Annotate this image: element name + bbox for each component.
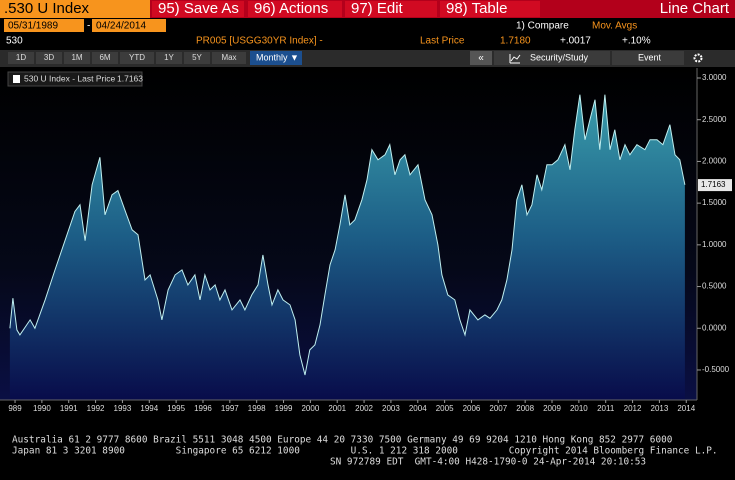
period-button[interactable]	[156, 52, 182, 64]
y-tick-label: 2.5000	[702, 115, 727, 124]
y-tick-label: 1.0000	[702, 240, 727, 249]
x-tick-label: 2001	[328, 404, 346, 413]
study-icon	[509, 54, 521, 64]
start-date-box[interactable]	[4, 19, 84, 32]
period-label: Max	[221, 53, 236, 62]
x-tick-label: 2002	[355, 404, 373, 413]
menu-button-label: 95) Save As	[158, 0, 239, 17]
menu-button[interactable]	[152, 1, 244, 17]
x-tick-label: 2004	[409, 404, 427, 413]
x-tick-label: 1992	[87, 404, 105, 413]
mov-avgs[interactable]: Mov. Avgs	[592, 21, 637, 32]
x-tick-label: 1999	[275, 404, 293, 413]
change-pct: +.10%	[622, 36, 651, 47]
price: 1.7180	[500, 36, 531, 47]
change: +.0017	[560, 36, 591, 47]
event-box[interactable]	[612, 51, 684, 65]
x-tick-label: 1993	[114, 404, 132, 413]
x-tick-label: 2006	[463, 404, 481, 413]
legend-swatch	[13, 75, 20, 83]
legend-label: 530 U Index - Last Price	[24, 73, 115, 83]
description: PR005 [USGG30YR Index] -	[196, 36, 323, 47]
period-label: 1M	[71, 53, 82, 62]
line	[9, 94, 686, 376]
x-tick-label: 1990	[33, 404, 51, 413]
period-label: 1D	[16, 53, 26, 62]
x-tick-label: 1995	[167, 404, 185, 413]
x-tick-label: 2007	[489, 404, 507, 413]
compare[interactable]: 1) Compare	[516, 21, 569, 32]
x-tick-label: 1996	[194, 404, 212, 413]
period-button[interactable]	[120, 52, 154, 64]
legend	[7, 71, 143, 87]
menu-button[interactable]	[248, 1, 342, 17]
y-tick-label: 1.5000	[702, 198, 727, 207]
collapse: «	[478, 53, 484, 64]
x-tick-label: 2011	[597, 404, 615, 413]
x-tick-label: 2012	[624, 404, 642, 413]
period-button[interactable]	[184, 52, 210, 64]
y-tick-label: -0.5000	[702, 365, 730, 374]
x-tick-label: 2003	[382, 404, 400, 413]
y-tick-label: 2.0000	[702, 157, 727, 166]
x-tick-label: 1997	[221, 404, 239, 413]
x-tick-label: 1994	[140, 404, 158, 413]
period-label: 5Y	[192, 53, 202, 62]
last-value-box	[698, 179, 732, 192]
menu-button[interactable]	[345, 1, 437, 17]
security-box	[0, 0, 150, 18]
frequency-box[interactable]	[250, 51, 302, 65]
x-tick-label: 989	[8, 404, 22, 413]
period-button[interactable]	[64, 52, 90, 64]
ticker: 530	[6, 36, 23, 47]
footer-line: Japan 81 3 3201 8900 Singapore 65 6212 1…	[12, 446, 718, 457]
last-value-label: 1.7163	[701, 180, 726, 189]
view-name: Line Chart	[660, 0, 730, 17]
collapse-box[interactable]	[470, 51, 492, 65]
x-tick-label: 2010	[570, 404, 588, 413]
price-label: Last Price	[420, 36, 465, 47]
area	[9, 94, 685, 400]
period-label: YTD	[129, 53, 145, 62]
x-tick-label: 1998	[248, 404, 266, 413]
menu-button-label: 98) Table	[446, 0, 507, 17]
y-tick-label: 0.5000	[702, 282, 727, 291]
end-date-box[interactable]	[92, 19, 166, 32]
menu-button[interactable]	[440, 1, 540, 17]
menu-button-label: 97) Edit	[351, 0, 404, 17]
x-tick-label: 2014	[677, 404, 695, 413]
period-label: 6M	[99, 53, 110, 62]
x-tick-label: 2009	[543, 404, 561, 413]
y-tick-label: 0.0000	[702, 323, 727, 332]
footer-line: SN 972789 EDT GMT-4:00 H428-1790-0 24-Ap…	[330, 457, 646, 468]
x-tick-label: 2000	[301, 404, 319, 413]
legend-value: 1.7163	[117, 73, 143, 83]
start-date: 05/31/1989	[8, 21, 58, 32]
x-tick-label: 1991	[60, 404, 78, 413]
frequency: Monthly ▼	[256, 52, 299, 62]
period-button[interactable]	[8, 52, 34, 64]
x-tick-label: 2005	[436, 404, 454, 413]
study: Security/Study	[530, 52, 589, 62]
period-button[interactable]	[92, 52, 118, 64]
security: .530 U Index	[4, 0, 90, 17]
period-button[interactable]	[212, 52, 246, 64]
date-separator: -	[87, 21, 90, 32]
period-label: 1Y	[164, 53, 174, 62]
period-button[interactable]	[36, 52, 62, 64]
end-date: 04/24/2014	[96, 21, 146, 32]
study-box[interactable]	[494, 51, 610, 65]
settings-icon[interactable]	[693, 53, 703, 63]
x-tick-label: 2013	[651, 404, 669, 413]
y-tick-label: 3.0000	[702, 73, 727, 82]
period-label: 3D	[44, 53, 54, 62]
event: Event	[638, 52, 662, 62]
x-tick-label: 2008	[516, 404, 534, 413]
footer-line: Australia 61 2 9777 8600 Brazil 5511 304…	[12, 435, 673, 446]
menu-button-label: 96) Actions	[254, 0, 328, 17]
